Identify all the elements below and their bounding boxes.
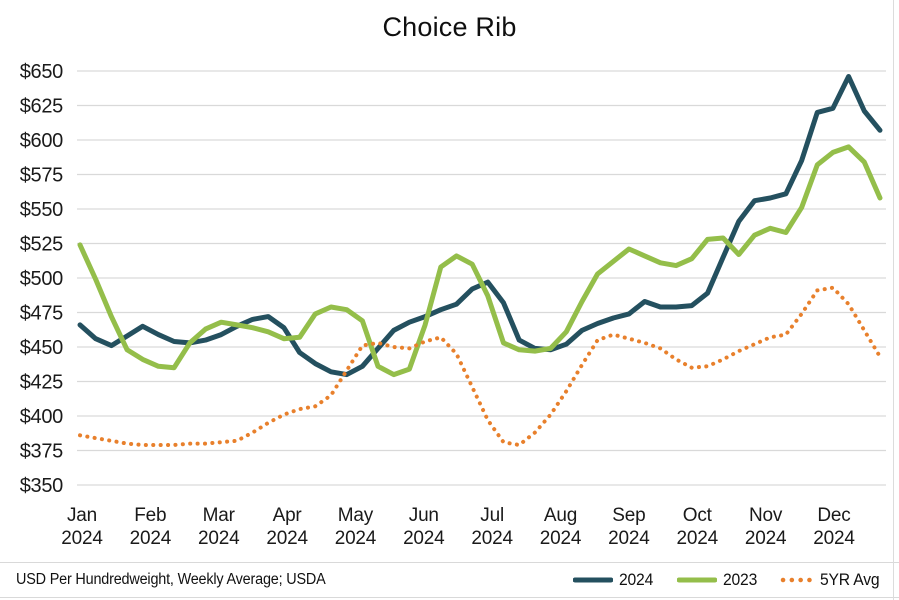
- y-axis-tick-label: $350: [20, 475, 63, 497]
- y-axis-tick-label: $550: [20, 199, 63, 221]
- x-axis-month-label: Oct 2024: [677, 505, 719, 549]
- x-axis-month-label: Sep 2024: [608, 505, 650, 549]
- y-axis-tick-label: $625: [20, 96, 63, 118]
- x-axis-month-label: Aug 2024: [540, 505, 582, 549]
- legend-item-2024: 2024: [572, 570, 655, 590]
- legend-label-2023: 2023: [722, 570, 757, 589]
- y-axis-tick-label: $400: [20, 406, 63, 428]
- y-axis-tick-label: $500: [20, 268, 63, 290]
- x-axis-month-label: Mar 2024: [198, 505, 240, 549]
- x-axis-month-label: Jul 2024: [471, 505, 513, 549]
- source-note: USD Per Hundredweight, Weekly Average; U…: [16, 571, 326, 588]
- legend-label-5yr-avg: 5YR Avg: [820, 570, 880, 589]
- x-axis-month-label: Feb 2024: [130, 505, 172, 549]
- chart-title: Choice Rib: [382, 12, 517, 42]
- x-axis-month-label: Nov 2024: [745, 505, 787, 549]
- series-line-5yr-avg: [78, 285, 882, 447]
- y-axis-tick-label: $525: [20, 234, 63, 256]
- x-axis-month-label: Apr 2024: [266, 505, 308, 549]
- x-axis-month-label: Dec 2024: [813, 505, 855, 549]
- x-axis-month-label: Jan 2024: [61, 505, 103, 549]
- solid-line-swatch-2023: [676, 577, 717, 583]
- x-axis-month-label: Jun 2024: [403, 505, 445, 549]
- chart-legend: 2024 2023 5YR Avg: [572, 570, 883, 590]
- series-line-2024: [77, 74, 883, 378]
- solid-line-swatch-2024: [572, 577, 613, 583]
- y-axis-tick-label: $475: [20, 303, 63, 325]
- y-axis-tick-label: $425: [20, 372, 63, 394]
- legend-item-5yr-avg: 5YR Avg: [780, 571, 883, 590]
- y-axis-tick-label: $375: [20, 441, 63, 463]
- series-line-2023: [77, 144, 883, 378]
- x-axis-month-label: May 2024: [335, 505, 377, 549]
- y-axis-tick-label: $575: [20, 165, 63, 187]
- dotted-line-swatch-5yr: [781, 577, 815, 583]
- legend-item-2023: 2023: [676, 570, 759, 590]
- footer-bar: USD Per Hundredweight, Weekly Average; U…: [0, 562, 899, 598]
- y-axis-tick-label: $600: [20, 130, 63, 152]
- legend-label-2024: 2024: [618, 570, 653, 589]
- y-axis-tick-label: $450: [20, 337, 63, 359]
- y-axis-tick-label: $650: [20, 61, 63, 83]
- page-right-border: [893, 0, 894, 600]
